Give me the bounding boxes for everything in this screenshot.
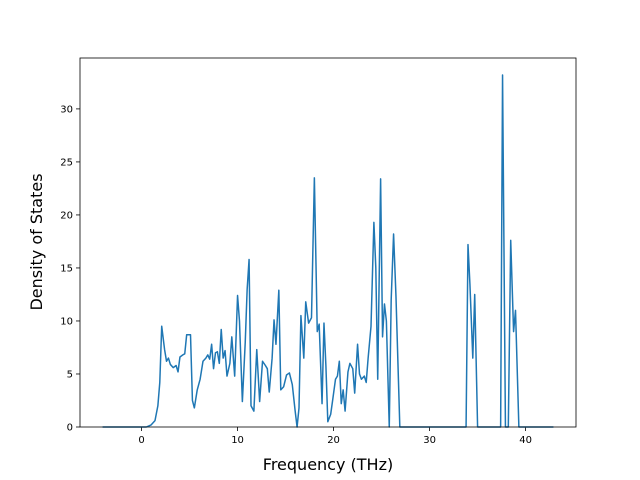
plot-frame xyxy=(79,57,577,428)
y-tick-label: 0 xyxy=(67,423,73,434)
y-tick-label: 25 xyxy=(60,157,73,168)
x-tick-label: 10 xyxy=(231,435,244,446)
x-tick-label: 0 xyxy=(138,435,144,446)
y-tick-label: 20 xyxy=(60,210,73,221)
x-tick-label: 40 xyxy=(519,435,532,446)
y-axis-title: Density of States xyxy=(27,173,46,310)
y-tick-label: 5 xyxy=(67,369,73,380)
y-tick-label: 10 xyxy=(60,316,73,327)
x-tick-label: 20 xyxy=(327,435,340,446)
data-line xyxy=(102,74,554,428)
y-tick-label: 15 xyxy=(60,263,73,274)
y-tick-label: 30 xyxy=(60,104,73,115)
x-tick-label: 30 xyxy=(423,435,436,446)
x-axis-title: Frequency (THz) xyxy=(263,455,393,474)
